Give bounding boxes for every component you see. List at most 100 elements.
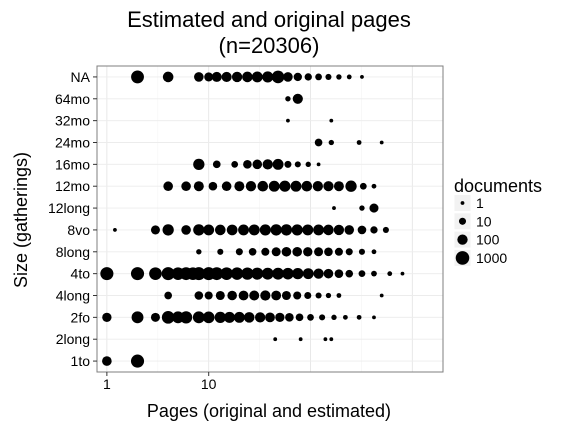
data-point [271,290,282,301]
plot-panel [97,66,443,372]
data-point [102,356,112,366]
y-tick-label: 24mo [55,135,90,151]
data-point [334,247,343,256]
data-point [227,290,237,301]
data-point [292,267,304,280]
y-tick-label: 2long [56,331,90,347]
data-point [323,268,334,279]
data-point [313,268,324,279]
x-tick-label: 10 [201,376,217,392]
data-point [275,312,285,323]
data-point [358,248,365,255]
legend-point [455,251,470,265]
data-point [356,140,362,145]
data-point [262,159,273,170]
data-point [371,249,377,255]
data-point [371,183,377,189]
data-point [359,205,365,211]
data-point [212,160,221,169]
data-point [325,73,332,80]
data-point [279,180,291,192]
data-point [251,267,264,280]
data-point [400,271,405,276]
data-point [234,181,245,192]
axes: 1to 2long 2fo 4long 4to 8long 8vo 12long 12mo 16m… [48,65,444,392]
data-point [333,224,345,236]
data-point [238,224,250,236]
data-point [382,226,389,233]
data-point [248,224,260,236]
data-point [293,291,302,300]
legend-point [460,201,465,205]
data-point [325,292,332,299]
data-point [215,224,226,236]
data-point [359,182,367,190]
data-point [292,246,303,257]
data-point [192,267,206,281]
data-point [131,311,144,324]
data-point [257,180,269,192]
data-point [162,71,174,83]
data-point [284,160,292,168]
data-point [181,225,191,235]
data-point [314,138,323,147]
data-point [238,290,249,301]
legend-label: 100 [476,232,500,248]
y-tick-label: 1to [71,353,91,369]
data-point [162,224,174,236]
data-point [305,161,311,168]
y-tick-label: 12mo [55,178,90,194]
data-point [356,314,362,320]
data-point [298,337,303,342]
data-point [179,311,193,324]
data-point [294,161,301,168]
chart-title: Estimated and original pages [127,7,411,32]
data-point [331,314,337,321]
data-point [217,248,224,255]
y-tick-label: 64mo [55,91,90,107]
data-point [313,224,325,236]
data-point [150,312,160,322]
data-point [312,181,323,192]
data-point [204,291,213,300]
data-point [285,96,291,102]
data-point [281,246,292,257]
data-point [203,224,215,236]
data-point [304,291,312,300]
legend-point [457,234,468,245]
data-point [329,118,334,123]
y-tick-label: 12long [48,200,90,216]
data-point [345,248,353,256]
data-point [193,181,204,192]
data-point [194,291,204,300]
data-point [260,290,271,301]
y-tick-label: 8vo [67,222,90,238]
data-point [210,267,224,281]
data-point [346,74,352,80]
data-point [323,337,328,342]
data-point [113,228,117,232]
legend-label: 1 [476,195,484,211]
data-point [231,160,239,168]
data-point [314,247,324,257]
panel-border [96,65,444,373]
data-point [208,181,218,191]
data-point [231,71,243,83]
grid [97,66,443,372]
data-point [223,311,236,323]
data-point [273,337,278,342]
data-point [358,270,366,278]
x-axis-label: Pages (original and estimated) [147,401,391,421]
data-point [315,73,322,81]
data-point [254,312,266,323]
data-point [233,311,245,323]
data-point [192,311,205,324]
data-point [332,206,336,210]
data-point [283,72,293,82]
data-point [235,248,243,256]
data-point [328,139,334,146]
data-point [243,160,252,169]
legend-title: documents [454,176,542,196]
